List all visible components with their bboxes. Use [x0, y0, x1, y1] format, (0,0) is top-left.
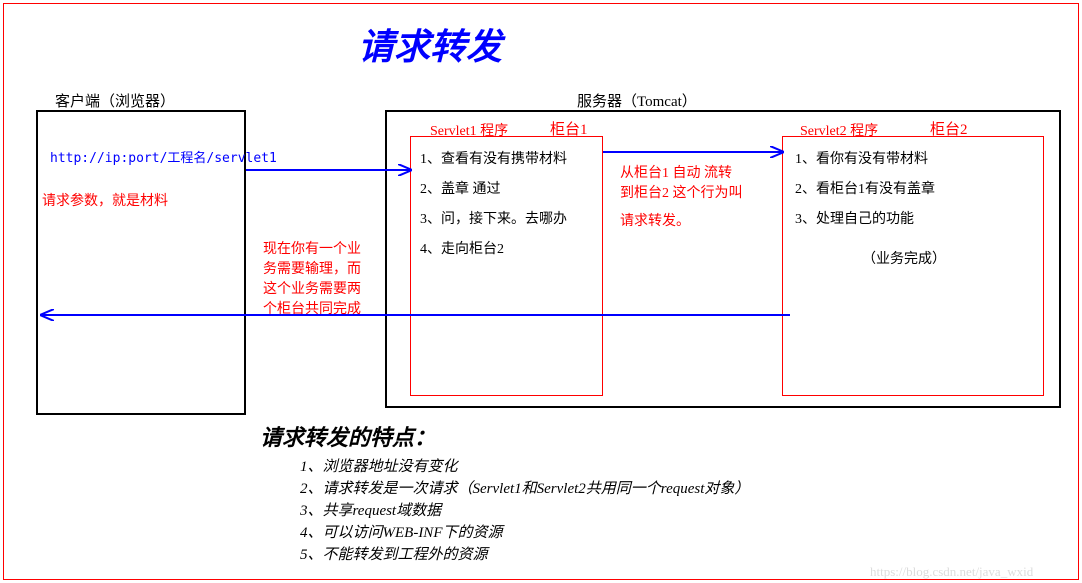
scenario-note: 个柜台共同完成 [263, 298, 361, 318]
forward-note: 请求转发。 [620, 210, 690, 230]
servlet2-step: 3、处理自己的功能 [795, 208, 914, 228]
server-label: 服务器（Tomcat） [577, 90, 697, 111]
feature-item: 3、共享request域数据 [300, 499, 441, 520]
servlet1-step: 3、问，接下来。去哪办 [420, 208, 567, 228]
servlet2-step: 1、看你有没有带材料 [795, 148, 928, 168]
servlet1-step: 2、盖章 通过 [420, 178, 501, 198]
features-title: 请求转发的特点： [260, 420, 436, 452]
servlet2-step: 2、看柜台1有没有盖章 [795, 178, 935, 198]
client-label: 客户端（浏览器） [55, 90, 175, 111]
servlet1-step: 1、查看有没有携带材料 [420, 148, 567, 168]
forward-note: 到柜台2 这个行为叫 [620, 182, 743, 202]
scenario-note: 这个业务需要两 [263, 278, 361, 298]
scenario-note: 务需要输理，而 [263, 258, 361, 278]
servlet1-step: 4、走向柜台2 [420, 238, 504, 258]
feature-item: 5、不能转发到工程外的资源 [300, 543, 488, 564]
feature-item: 2、请求转发是一次请求（Servlet1和Servlet2共用同一个reques… [300, 477, 749, 498]
watermark: https://blog.csdn.net/java_wxid [870, 564, 1033, 580]
servlet2-step: （业务完成） [862, 248, 946, 268]
diagram-title: 请求转发 [358, 18, 502, 70]
feature-item: 1、浏览器地址没有变化 [300, 455, 458, 476]
client-url: http://ip:port/工程名/servlet1 [50, 147, 277, 166]
client-note: 请求参数，就是材料 [42, 190, 168, 210]
scenario-note: 现在你有一个业 [263, 238, 361, 258]
feature-item: 4、可以访问WEB-INF下的资源 [300, 521, 502, 542]
servlet1-box [410, 136, 603, 396]
forward-note: 从柜台1 自动 流转 [620, 162, 732, 182]
